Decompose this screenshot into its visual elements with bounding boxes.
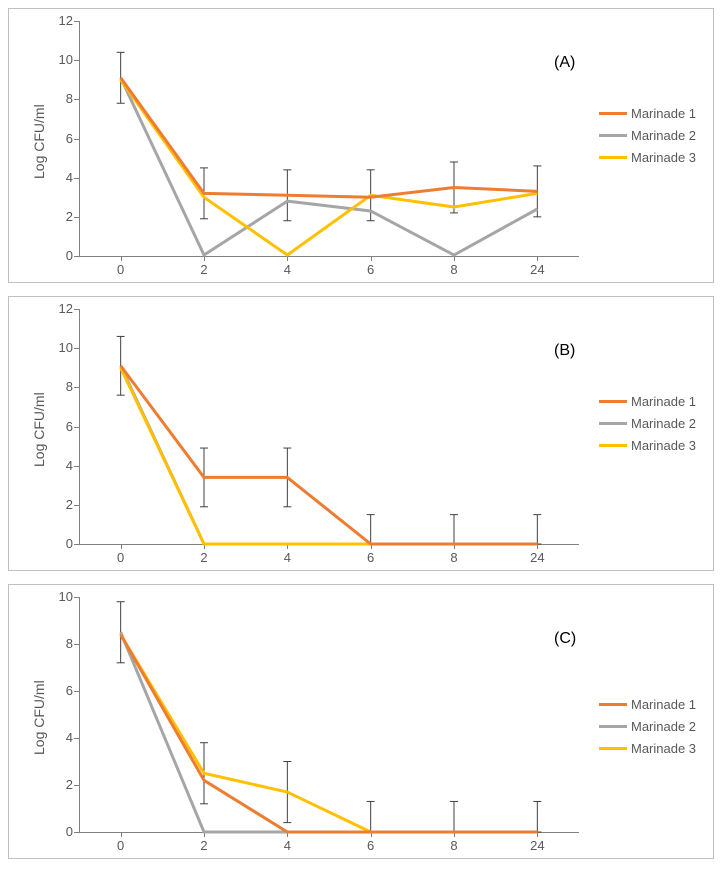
panel-label: (B) bbox=[554, 342, 575, 360]
legend-item: Marinade 2 bbox=[599, 126, 696, 144]
series-line-m2 bbox=[121, 632, 538, 832]
panel-label: (A) bbox=[554, 54, 575, 72]
legend-label: Marinade 3 bbox=[631, 741, 696, 756]
series-line-m3 bbox=[121, 635, 538, 832]
series-line-m1 bbox=[121, 366, 538, 544]
legend-item: Marinade 1 bbox=[599, 695, 696, 713]
series-line-m3 bbox=[121, 80, 538, 255]
legend: Marinade 1 Marinade 2 Marinade 3 bbox=[599, 104, 696, 170]
chart-panel-B: Log CFU/ml0246810120246824(B)Marinade 1M… bbox=[8, 296, 714, 571]
legend-item: Marinade 2 bbox=[599, 717, 696, 735]
legend-label: Marinade 1 bbox=[631, 394, 696, 409]
panel-label: (C) bbox=[554, 630, 576, 648]
legend: Marinade 1 Marinade 2 Marinade 3 bbox=[599, 695, 696, 761]
legend-swatch bbox=[599, 422, 627, 425]
legend-label: Marinade 1 bbox=[631, 697, 696, 712]
legend-item: Marinade 3 bbox=[599, 436, 696, 454]
legend-label: Marinade 3 bbox=[631, 150, 696, 165]
legend-swatch bbox=[599, 747, 627, 750]
legend-swatch bbox=[599, 444, 627, 447]
legend-label: Marinade 2 bbox=[631, 416, 696, 431]
series-line-m3 bbox=[121, 368, 538, 544]
legend-swatch bbox=[599, 703, 627, 706]
legend-label: Marinade 2 bbox=[631, 128, 696, 143]
series-line-m1 bbox=[121, 78, 538, 197]
legend-item: Marinade 3 bbox=[599, 148, 696, 166]
legend-swatch bbox=[599, 134, 627, 137]
series-line-m1 bbox=[121, 635, 538, 832]
chart-container: Log CFU/ml0246810120246824(A)Marinade 1M… bbox=[0, 0, 721, 869]
series-line-m2 bbox=[121, 366, 538, 544]
legend-item: Marinade 3 bbox=[599, 739, 696, 757]
legend-swatch bbox=[599, 156, 627, 159]
legend-label: Marinade 2 bbox=[631, 719, 696, 734]
chart-panel-A: Log CFU/ml0246810120246824(A)Marinade 1M… bbox=[8, 8, 714, 283]
legend-label: Marinade 3 bbox=[631, 438, 696, 453]
legend-item: Marinade 1 bbox=[599, 392, 696, 410]
legend-label: Marinade 1 bbox=[631, 106, 696, 121]
chart-panel-C: Log CFU/ml02468100246824(C)Marinade 1Mar… bbox=[8, 584, 714, 859]
legend-item: Marinade 1 bbox=[599, 104, 696, 122]
legend-swatch bbox=[599, 112, 627, 115]
legend: Marinade 1 Marinade 2 Marinade 3 bbox=[599, 392, 696, 458]
legend-swatch bbox=[599, 400, 627, 403]
legend-item: Marinade 2 bbox=[599, 414, 696, 432]
legend-swatch bbox=[599, 725, 627, 728]
